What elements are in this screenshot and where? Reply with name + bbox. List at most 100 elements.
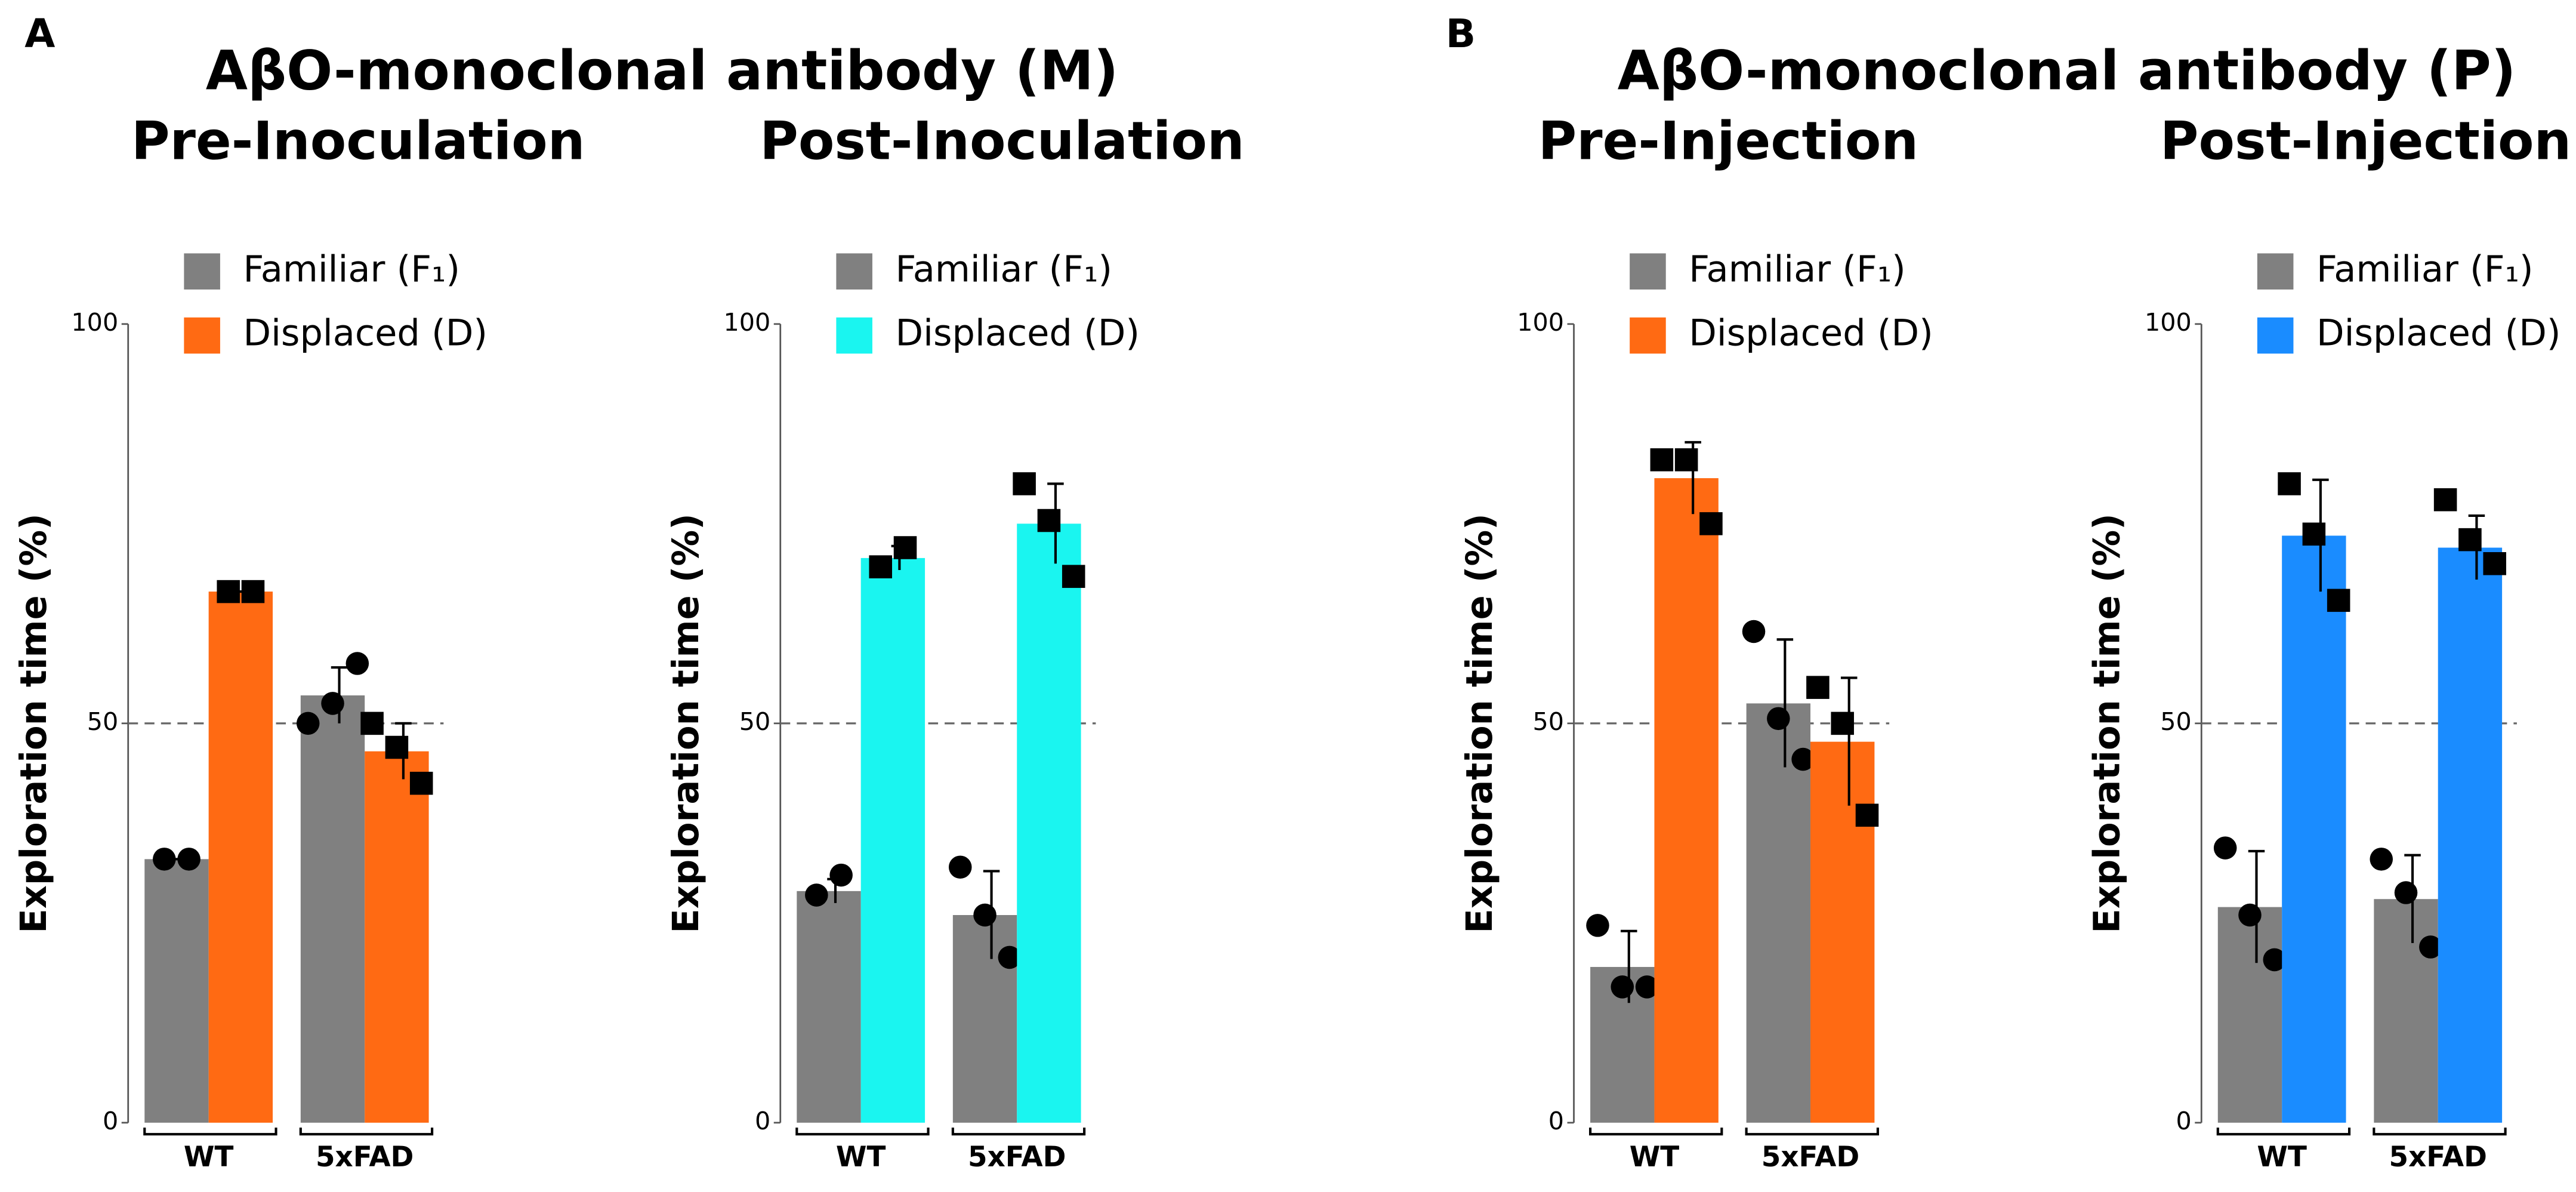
bar	[365, 751, 429, 1123]
data-point	[1855, 803, 1879, 827]
data-point	[893, 536, 917, 559]
y-tick-label: 50	[87, 707, 119, 736]
data-point	[1037, 509, 1061, 532]
data-point	[998, 945, 1022, 969]
panel-title: AβO-monoclonal antibody (M)	[206, 39, 1119, 102]
data-point	[2278, 472, 2301, 495]
legend-swatch	[184, 253, 220, 290]
bar	[2217, 907, 2282, 1123]
y-tick-label: 50	[739, 707, 771, 736]
data-point	[2327, 589, 2350, 612]
legend-label: Displaced (D)	[243, 313, 488, 355]
data-point	[345, 652, 369, 675]
data-point	[1586, 914, 1609, 937]
x-tick-label: 5xFAD	[968, 1141, 1066, 1173]
data-point	[2483, 552, 2506, 575]
y-tick-label: 0	[1548, 1107, 1564, 1135]
data-point	[2238, 903, 2262, 927]
legend-label: Familiar (F₁)	[1689, 248, 1906, 290]
data-point	[1611, 975, 1634, 999]
data-point	[829, 863, 853, 887]
y-tick-label: 100	[71, 308, 118, 337]
bar	[144, 859, 209, 1123]
subtitle: Post-Inoculation	[760, 110, 1244, 172]
legend-swatch	[836, 317, 872, 354]
data-point	[321, 692, 344, 715]
data-point	[1635, 975, 1659, 999]
group-bracket	[1589, 1128, 1723, 1136]
error-bar	[1776, 638, 1794, 768]
panel-label: B	[1446, 11, 1476, 57]
legend-swatch	[2257, 253, 2294, 290]
data-point	[2394, 881, 2418, 904]
x-tick-label: 5xFAD	[1761, 1141, 1859, 1173]
subtitle: Pre-Injection	[1538, 110, 1919, 172]
data-point	[2263, 948, 2287, 972]
x-tick-label: 5xFAD	[2389, 1141, 2487, 1173]
legend-swatch	[1630, 317, 1666, 354]
data-point	[241, 580, 265, 603]
legend-swatch	[836, 253, 872, 290]
data-point	[948, 855, 972, 879]
legend-label: Familiar (F₁)	[895, 248, 1112, 290]
legend-label: Displaced (D)	[895, 313, 1140, 355]
group-bracket	[2373, 1128, 2507, 1136]
legend-label: Displaced (D)	[2316, 313, 2561, 355]
panel-title: AβO-monoclonal antibody (P)	[1618, 39, 2516, 102]
data-point	[2213, 836, 2237, 860]
y-tick-label: 100	[2145, 308, 2192, 337]
data-point	[296, 711, 320, 735]
data-point	[1806, 676, 1830, 699]
data-point	[805, 883, 828, 907]
data-point	[1699, 512, 1723, 535]
data-point	[1831, 711, 1854, 735]
subtitle: Post-Injection	[2160, 110, 2571, 172]
group-bracket	[2216, 1128, 2351, 1136]
legend-label: Familiar (F₁)	[2316, 248, 2533, 290]
error-bar	[1840, 676, 1858, 806]
legend-swatch	[184, 317, 220, 354]
data-point	[2370, 848, 2393, 871]
data-point	[1013, 472, 1036, 495]
bar	[1654, 478, 1719, 1123]
group-bracket	[1745, 1128, 1879, 1136]
data-point	[2302, 522, 2326, 546]
y-axis-label: Exploration time (%)	[1459, 513, 1501, 933]
legend-label: Familiar (F₁)	[243, 248, 459, 290]
x-tick-label: 5xFAD	[316, 1141, 414, 1173]
legend-label: Displaced (D)	[1689, 313, 1933, 355]
bar	[2374, 899, 2438, 1123]
data-point	[973, 903, 997, 927]
group-bracket	[795, 1128, 930, 1136]
data-point	[2458, 528, 2482, 552]
data-point	[1791, 747, 1815, 771]
subtitle: Pre-Inoculation	[131, 110, 585, 172]
data-point	[1674, 448, 1698, 472]
bar	[2438, 547, 2503, 1123]
data-point	[1650, 448, 1674, 472]
group-bracket	[143, 1128, 277, 1136]
legend-swatch	[2257, 317, 2294, 354]
bar	[300, 695, 365, 1123]
data-point	[1767, 707, 1790, 731]
x-tick-label: WT	[836, 1141, 886, 1173]
y-axis-label: Exploration time (%)	[665, 513, 707, 933]
data-point	[177, 848, 200, 871]
panel-label: A	[24, 11, 55, 57]
data-point	[1062, 565, 1085, 588]
y-tick-label: 100	[723, 308, 770, 337]
bar	[1810, 741, 1875, 1123]
data-point	[360, 711, 384, 735]
legend-swatch	[1630, 253, 1666, 290]
y-tick-label: 50	[1533, 707, 1565, 736]
bar	[208, 592, 273, 1123]
x-tick-label: WT	[1630, 1141, 1680, 1173]
y-tick-label: 0	[2176, 1107, 2191, 1135]
data-point	[217, 580, 240, 603]
x-tick-label: WT	[184, 1141, 234, 1173]
bar	[1017, 523, 1081, 1123]
y-axis-label: Exploration time (%)	[13, 513, 55, 933]
y-tick-label: 50	[2160, 707, 2192, 736]
data-point	[2433, 488, 2457, 512]
